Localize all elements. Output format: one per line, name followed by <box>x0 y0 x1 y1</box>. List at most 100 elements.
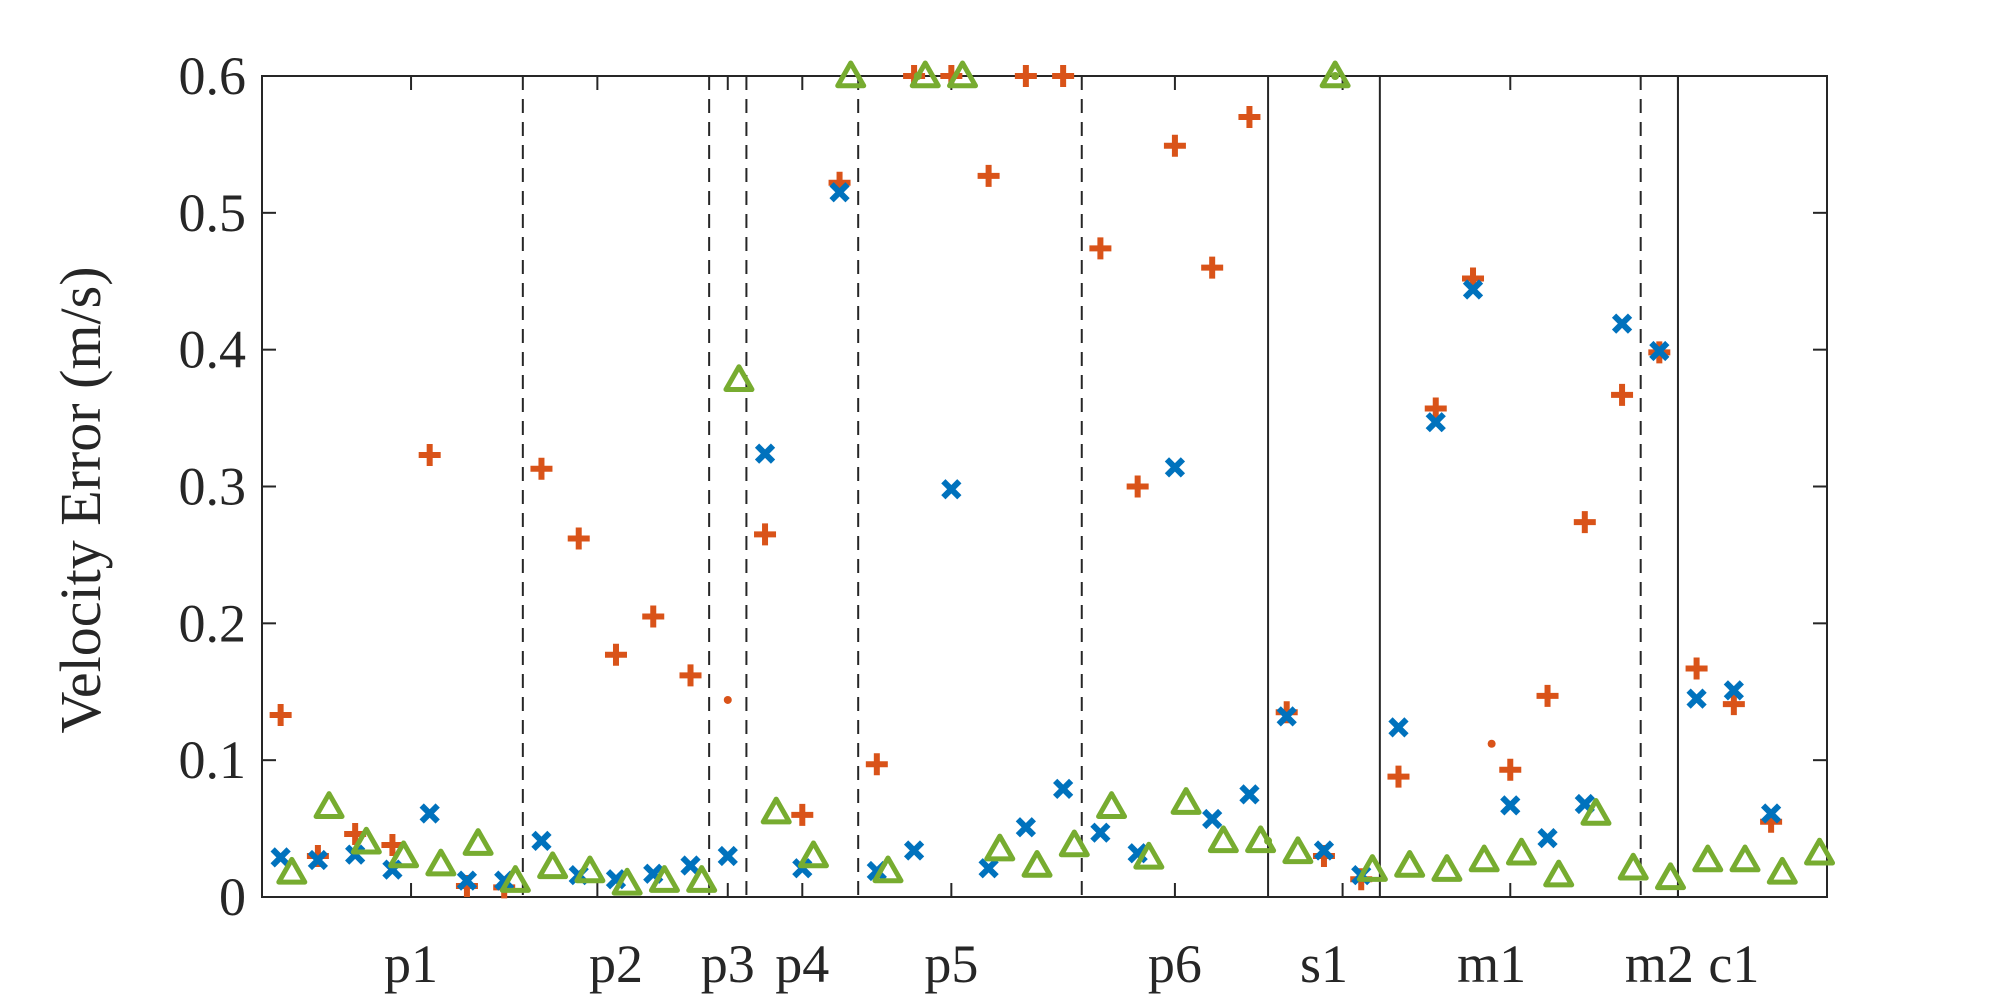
triangle-marker <box>1021 850 1053 878</box>
plus-marker <box>791 803 814 826</box>
y-tick-label: 0.5 <box>179 183 247 243</box>
dot-marker <box>913 72 922 80</box>
triangle-marker <box>648 865 680 893</box>
plus-marker <box>642 605 665 628</box>
series-cross <box>270 182 1782 891</box>
cross-marker <box>717 845 738 867</box>
group-label-m2: m2 <box>1625 934 1694 994</box>
triangle-marker <box>1468 844 1500 873</box>
cross-marker <box>419 803 440 824</box>
triangle-marker <box>462 828 494 856</box>
y-tick-label: 0.6 <box>179 46 247 106</box>
y-axis-label: Velocity Error (m/s) <box>48 266 113 733</box>
triangle-marker <box>574 855 606 884</box>
plus-marker <box>604 643 627 666</box>
triangle-marker <box>1729 844 1761 873</box>
plus-marker <box>1499 758 1522 781</box>
triangle-marker <box>1394 850 1426 878</box>
triangle-marker <box>1096 791 1128 819</box>
triangle-marker <box>872 855 904 884</box>
cross-marker <box>1202 808 1223 830</box>
plot-area <box>261 75 1828 898</box>
group-label-p4: p4 <box>775 934 829 994</box>
triangle-marker <box>1170 787 1202 815</box>
cross-marker <box>1611 313 1633 334</box>
cross-marker <box>903 840 925 861</box>
triangle-marker <box>1655 862 1686 891</box>
triangle-marker <box>984 833 1016 862</box>
triangle-marker <box>537 851 569 880</box>
plus-marker <box>530 457 553 480</box>
y-tick-label: 0.1 <box>179 730 247 790</box>
triangle-marker <box>1207 825 1239 854</box>
cross-marker <box>456 870 478 891</box>
cross-marker <box>1313 840 1335 861</box>
triangle-marker <box>686 865 718 893</box>
triangle-marker <box>611 867 643 896</box>
dot-marker <box>1487 739 1496 748</box>
plus-marker <box>1536 684 1559 707</box>
plus-marker <box>1611 383 1634 406</box>
group-label-p2: p2 <box>589 934 643 994</box>
plus-marker <box>679 664 702 687</box>
cross-marker <box>270 847 291 868</box>
dot-marker <box>1264 836 1273 845</box>
triangle-marker <box>760 796 792 825</box>
cross-marker <box>1239 784 1260 805</box>
triangle-marker <box>1133 841 1165 870</box>
dot-marker <box>1331 72 1340 80</box>
group-label-s1: s1 <box>1300 934 1348 994</box>
plus-marker <box>977 164 1000 187</box>
triangle-marker <box>1580 798 1612 826</box>
triangle-marker <box>1431 854 1463 882</box>
triangle-marker <box>1804 837 1836 866</box>
plus-marker <box>269 704 292 727</box>
plus-marker <box>1014 65 1037 87</box>
y-axis-ticks: 0 0.1 0.2 0.3 0.4 0.5 0.6 <box>179 46 1827 927</box>
plus-marker <box>754 523 777 546</box>
triangle-marker <box>313 791 345 819</box>
series-triangle <box>276 60 1836 896</box>
cross-marker <box>1053 778 1074 800</box>
plus-marker <box>1424 397 1447 420</box>
triangle-marker <box>425 848 457 877</box>
triangle-marker <box>350 826 382 855</box>
cross-marker <box>1090 822 1111 843</box>
plus-marker <box>865 753 888 776</box>
triangle-marker <box>1617 852 1649 881</box>
data-markers <box>269 60 1836 899</box>
y-tick-label: 0.3 <box>179 457 247 517</box>
cross-marker <box>1537 828 1558 849</box>
cross-marker <box>1760 803 1782 824</box>
cross-marker <box>1015 817 1036 838</box>
cross-marker <box>754 443 776 464</box>
group-label-c1: c1 <box>1708 934 1759 994</box>
cross-marker <box>1686 688 1707 709</box>
cross-marker <box>941 479 962 500</box>
triangle-marker <box>1505 837 1537 866</box>
y-tick-label: 0.4 <box>179 320 247 380</box>
group-label-p3: p3 <box>701 934 755 994</box>
cross-marker <box>1723 680 1744 701</box>
triangle-marker <box>723 364 755 393</box>
plus-marker <box>1163 134 1186 157</box>
triangle-marker <box>1282 836 1314 865</box>
group-separators <box>521 76 1679 897</box>
cross-marker <box>978 858 999 879</box>
triangle-marker <box>1692 844 1724 873</box>
triangle-marker <box>947 60 979 89</box>
cross-marker <box>1276 706 1297 727</box>
plus-marker <box>1089 237 1112 260</box>
plot-frame <box>261 75 1828 898</box>
plus-marker <box>1685 657 1708 680</box>
cross-marker <box>680 855 701 876</box>
series-plus <box>269 65 1783 899</box>
triangle-marker <box>1319 60 1351 89</box>
cross-marker <box>1164 457 1186 478</box>
triangle-marker <box>1543 859 1575 888</box>
triangle-marker <box>1058 829 1090 858</box>
group-label-p1: p1 <box>384 934 438 994</box>
plus-marker <box>1573 511 1596 534</box>
cross-marker <box>1425 412 1446 433</box>
